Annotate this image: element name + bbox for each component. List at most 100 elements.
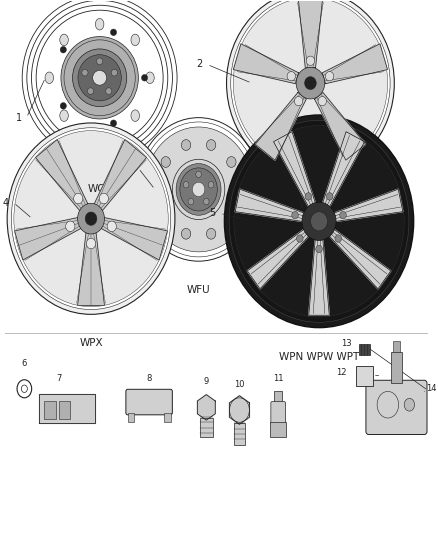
Text: WP4: WP4 (299, 200, 322, 210)
Ellipse shape (181, 140, 191, 150)
Text: 3: 3 (127, 163, 134, 173)
Polygon shape (332, 189, 403, 222)
Ellipse shape (85, 212, 97, 225)
Polygon shape (247, 228, 310, 289)
Ellipse shape (110, 29, 117, 36)
Text: 7: 7 (56, 375, 61, 383)
Ellipse shape (192, 182, 205, 197)
Bar (356, 366, 373, 386)
Bar (274, 391, 283, 405)
Bar (127, 413, 134, 422)
Text: 2: 2 (196, 60, 203, 69)
Ellipse shape (227, 212, 236, 222)
Polygon shape (35, 140, 88, 211)
Ellipse shape (99, 193, 109, 204)
Ellipse shape (206, 229, 216, 239)
Bar (234, 423, 245, 445)
Text: 8: 8 (146, 375, 152, 383)
Ellipse shape (61, 37, 138, 119)
Bar (44, 401, 56, 419)
Ellipse shape (316, 245, 322, 253)
Text: WFU: WFU (187, 285, 210, 295)
Bar (59, 401, 70, 419)
Ellipse shape (7, 123, 175, 314)
Ellipse shape (60, 102, 67, 109)
Ellipse shape (335, 235, 342, 243)
Polygon shape (322, 132, 364, 208)
Ellipse shape (181, 229, 191, 239)
Ellipse shape (95, 126, 104, 137)
Polygon shape (273, 132, 316, 208)
Ellipse shape (74, 193, 83, 204)
Ellipse shape (306, 56, 314, 66)
Ellipse shape (110, 120, 117, 126)
Ellipse shape (93, 70, 106, 85)
Ellipse shape (204, 198, 209, 205)
Ellipse shape (304, 77, 316, 90)
Polygon shape (233, 44, 299, 84)
Ellipse shape (233, 0, 388, 168)
Ellipse shape (107, 221, 117, 232)
Bar (270, 422, 286, 437)
Ellipse shape (161, 157, 170, 167)
Ellipse shape (325, 71, 334, 81)
Ellipse shape (297, 235, 303, 243)
Ellipse shape (96, 58, 103, 64)
Ellipse shape (88, 88, 94, 94)
Polygon shape (14, 217, 81, 260)
Ellipse shape (294, 96, 303, 106)
FancyBboxPatch shape (366, 380, 427, 434)
Ellipse shape (404, 398, 414, 411)
Ellipse shape (106, 88, 112, 94)
Ellipse shape (131, 110, 139, 122)
Ellipse shape (326, 193, 333, 200)
Ellipse shape (224, 115, 413, 328)
Ellipse shape (227, 157, 236, 167)
Text: WPN WPW WPT: WPN WPW WPT (279, 352, 359, 361)
Polygon shape (235, 189, 306, 222)
Polygon shape (328, 228, 391, 289)
Ellipse shape (11, 128, 171, 310)
Text: 4: 4 (3, 198, 9, 208)
Ellipse shape (73, 49, 127, 107)
Ellipse shape (292, 212, 298, 219)
Ellipse shape (82, 69, 88, 76)
Polygon shape (101, 217, 167, 260)
Polygon shape (230, 395, 250, 424)
Bar (164, 413, 171, 422)
Ellipse shape (184, 182, 189, 188)
Ellipse shape (340, 212, 346, 219)
Polygon shape (39, 394, 95, 423)
Ellipse shape (305, 193, 312, 200)
Polygon shape (255, 92, 306, 160)
Ellipse shape (196, 171, 201, 177)
Polygon shape (322, 44, 388, 84)
Ellipse shape (144, 127, 253, 252)
Ellipse shape (78, 204, 104, 234)
Ellipse shape (296, 67, 325, 99)
Text: 13: 13 (341, 339, 351, 348)
Ellipse shape (141, 75, 148, 81)
Ellipse shape (60, 34, 68, 46)
Polygon shape (298, 0, 323, 67)
Polygon shape (94, 140, 147, 211)
FancyBboxPatch shape (271, 401, 286, 425)
Ellipse shape (208, 182, 214, 188)
Ellipse shape (231, 0, 390, 172)
Ellipse shape (60, 46, 67, 53)
Ellipse shape (176, 164, 221, 215)
Bar (200, 418, 213, 437)
Ellipse shape (188, 198, 194, 205)
Ellipse shape (95, 19, 104, 30)
Text: WCL: WCL (88, 184, 111, 194)
Ellipse shape (45, 72, 53, 84)
Text: WPX: WPX (79, 338, 103, 348)
Text: 1: 1 (16, 112, 22, 123)
Ellipse shape (153, 184, 162, 195)
Ellipse shape (146, 72, 154, 84)
Polygon shape (78, 233, 104, 305)
FancyBboxPatch shape (126, 389, 172, 415)
Text: 14: 14 (426, 384, 436, 393)
Ellipse shape (302, 202, 336, 240)
Ellipse shape (234, 184, 244, 195)
